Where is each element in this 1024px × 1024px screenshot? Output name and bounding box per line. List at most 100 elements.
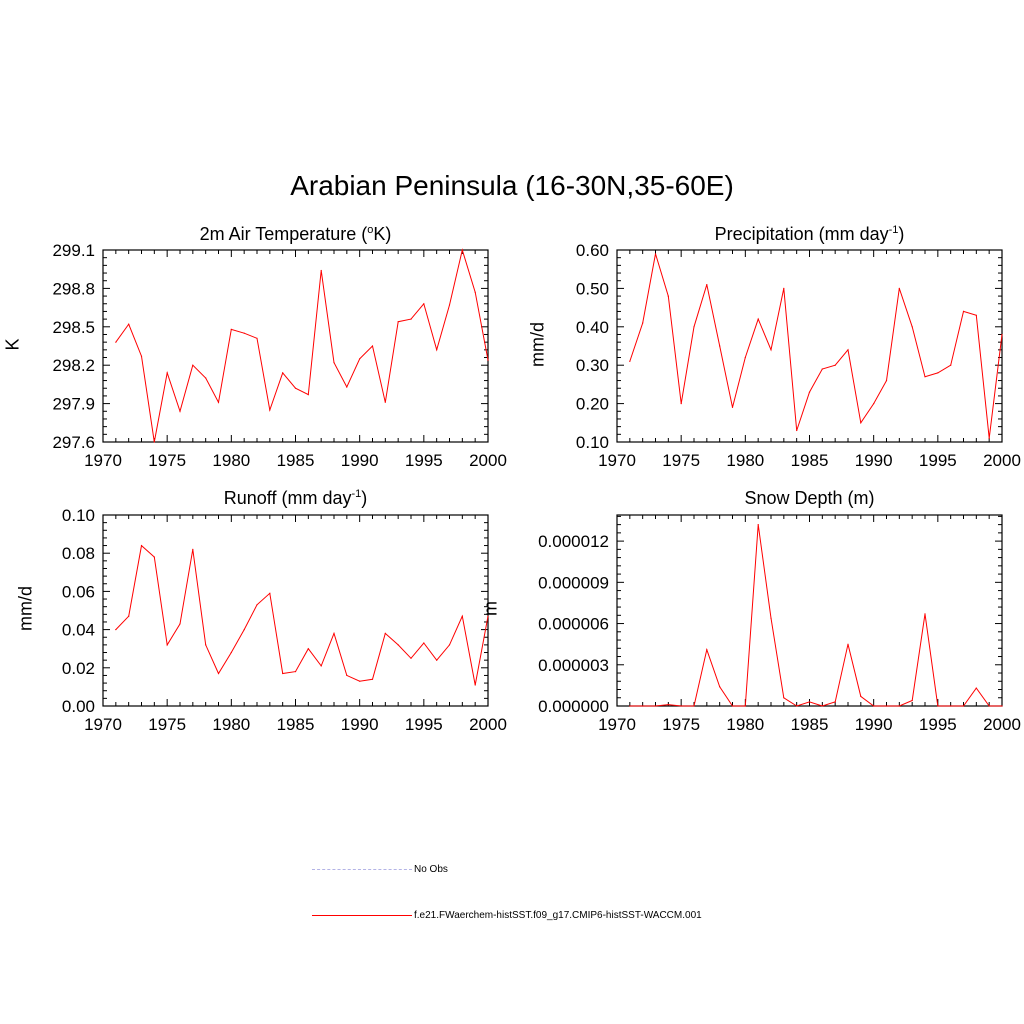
data-point-snow-depth [629,705,631,707]
data-point-air-temperature [384,401,386,403]
data-point-runoff [423,642,425,644]
y-tick-label-runoff: 0.00 [62,697,95,716]
data-point-runoff [166,644,168,646]
x-tick-label-runoff: 1980 [212,715,250,734]
data-point-air-temperature [397,321,399,323]
data-point-precipitation [706,284,708,286]
y-axis-label-runoff: mm/d [15,586,36,631]
data-point-runoff [115,629,117,631]
legend-item-no-obs: No Obs [312,864,448,875]
data-point-runoff [128,615,130,617]
series-line-air-temperature [115,248,489,443]
y-tick-label-precipitation: 0.20 [576,395,609,414]
x-tick-label-air-temperature: 1975 [148,451,186,470]
x-tick-label-precipitation: 1975 [662,451,700,470]
data-point-precipitation [898,287,900,289]
data-point-air-temperature [192,364,194,366]
data-point-runoff [333,632,335,635]
data-point-snow-depth [924,613,926,615]
y-tick-label-air-temperature: 297.9 [52,395,95,414]
data-point-precipitation [783,287,785,289]
data-point-snow-depth [693,705,695,707]
data-point-precipitation [770,349,772,351]
data-point-snow-depth [975,687,977,689]
panel-title-air-temperature: 2m Air Temperature (oK) [199,224,392,244]
data-point-air-temperature [487,359,489,361]
y-tick-label-runoff: 0.04 [62,621,95,640]
data-point-precipitation [808,391,811,393]
y-tick-label-snow-depth: 0.000012 [538,532,609,551]
data-point-runoff [192,548,194,551]
y-tick-label-snow-depth: 0.000003 [538,656,609,675]
data-point-runoff [384,632,386,635]
data-point-air-temperature [256,337,258,339]
y-axis-label-air-temperature: K [2,338,23,351]
plot-frame-runoff [102,514,489,707]
x-tick-label-runoff: 1995 [405,715,443,734]
y-tick-label-air-temperature: 299.1 [52,241,95,260]
legend-swatch-dashed [312,869,412,870]
data-point-air-temperature [474,291,476,293]
data-point-runoff [359,680,361,682]
data-point-runoff [179,623,181,625]
x-tick-label-snow-depth: 1975 [662,715,700,734]
x-tick-label-precipitation: 1970 [598,451,636,470]
data-point-runoff [269,592,271,594]
x-tick-label-snow-depth: 1980 [726,715,764,734]
data-point-precipitation [680,403,682,405]
data-point-air-temperature [115,341,117,343]
data-point-precipitation [860,422,862,424]
data-point-runoff [282,672,284,675]
x-tick-label-air-temperature: 1970 [84,451,122,470]
x-tick-label-precipitation: 1995 [919,451,957,470]
legend-swatch-solid [312,915,412,916]
x-tick-label-runoff: 1985 [277,715,315,734]
data-point-snow-depth [770,617,772,619]
data-point-runoff [307,648,309,650]
data-point-snow-depth [898,705,900,707]
data-point-precipitation [693,326,695,328]
y-tick-label-runoff: 0.10 [62,506,95,525]
series-line-snow-depth [629,524,1002,707]
data-point-precipitation [962,310,965,312]
x-tick-label-air-temperature: 1995 [405,451,443,470]
data-point-snow-depth [796,705,798,707]
data-point-air-temperature [436,349,438,351]
data-point-snow-depth [950,705,952,707]
data-point-precipitation [873,403,875,405]
data-point-runoff [410,657,412,659]
data-point-snow-depth [988,705,990,707]
data-point-precipitation [847,349,849,351]
data-point-runoff [217,672,220,675]
y-tick-label-air-temperature: 297.6 [52,433,95,452]
data-point-precipitation [796,429,798,432]
legend-label-model-run: f.e21.FWaerchem-histSST.f09_g17.CMIP6-hi… [414,910,702,921]
data-point-snow-depth [757,524,759,526]
data-point-air-temperature [346,386,348,388]
data-point-runoff [205,644,207,646]
data-point-precipitation [911,326,913,328]
data-point-precipitation [719,345,721,347]
x-tick-label-air-temperature: 1990 [341,451,379,470]
y-axis-label-precipitation: mm/d [527,322,548,367]
data-point-air-temperature [128,323,130,325]
plot-frame-air-temperature [102,249,489,443]
y-tick-label-precipitation: 0.30 [576,356,609,375]
panel-title-precipitation: Precipitation (mm day-1) [714,224,905,244]
y-tick-label-snow-depth: 0.000006 [538,615,609,634]
data-point-snow-depth [731,705,734,707]
data-point-snow-depth [783,697,785,699]
data-point-precipitation [950,364,952,366]
x-tick-label-runoff: 1990 [341,715,379,734]
data-point-runoff [320,665,322,667]
y-tick-label-air-temperature: 298.2 [52,356,95,375]
data-point-runoff [256,604,258,606]
data-point-air-temperature [448,304,451,306]
legend-label-no-obs: No Obs [414,864,448,875]
data-point-air-temperature [282,372,284,374]
data-point-precipitation [757,318,759,320]
data-point-snow-depth [847,643,849,645]
data-point-precipitation [821,368,823,370]
data-point-precipitation [834,364,836,366]
x-tick-label-precipitation: 1990 [855,451,893,470]
